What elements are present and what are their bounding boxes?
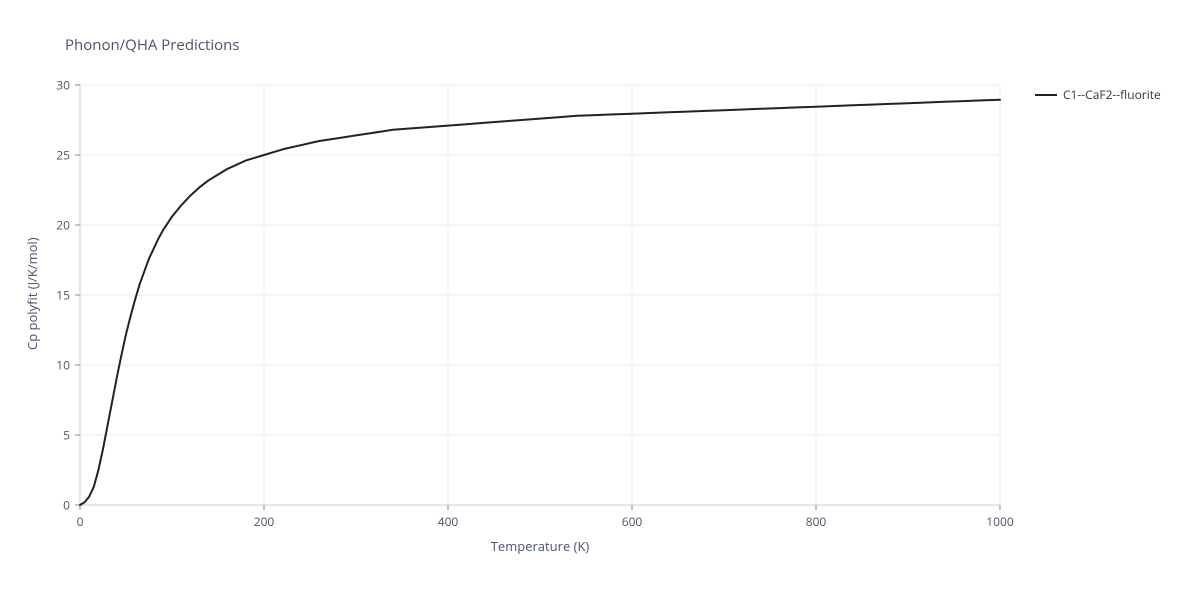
y-tick-label: 20	[56, 217, 70, 234]
y-axis-label: Cp polyfit (J/K/mol)	[23, 237, 41, 350]
y-tick-label: 10	[56, 357, 70, 374]
x-axis-label: Temperature (K)	[491, 537, 590, 555]
x-tick-label: 800	[806, 513, 827, 530]
legend-label: C1--CaF2--fluorite	[1063, 86, 1161, 103]
y-tick-label: 15	[56, 287, 70, 304]
legend[interactable]: C1--CaF2--fluorite	[1035, 86, 1161, 103]
x-tick-label: 0	[77, 513, 84, 530]
x-tick-label: 200	[254, 513, 275, 530]
y-tick-label: 30	[56, 77, 70, 94]
y-tick-label: 0	[63, 497, 70, 514]
x-tick-label: 1000	[986, 513, 1013, 530]
chart-title: Phonon/QHA Predictions	[65, 35, 240, 55]
y-tick-label: 25	[56, 147, 70, 164]
x-tick-label: 400	[438, 513, 459, 530]
x-tick-label: 600	[622, 513, 643, 530]
legend-swatch	[1035, 94, 1057, 96]
y-tick-label: 5	[63, 427, 70, 444]
plot-svg	[60, 65, 1020, 525]
